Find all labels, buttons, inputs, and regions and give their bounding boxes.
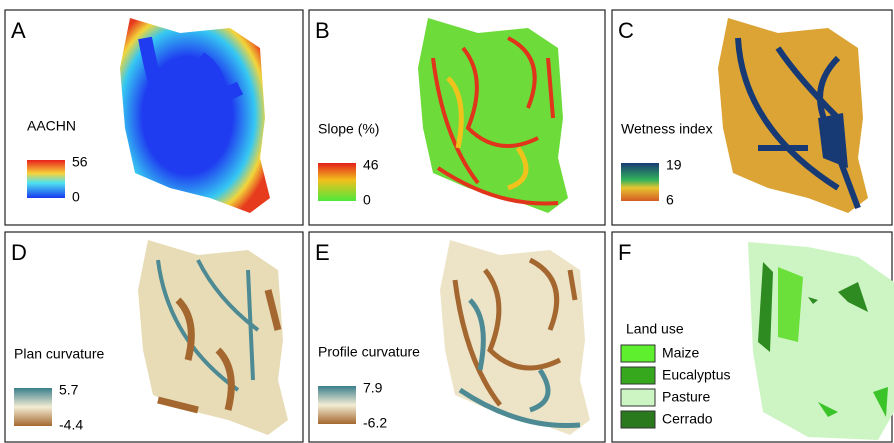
legend-item: Cerrado (662, 411, 713, 427)
land-use-legend: Maize Eucalyptus Pasture Cerrado (621, 345, 730, 428)
map-b (418, 18, 568, 213)
legend-min: -4.4 (59, 417, 83, 433)
legend-swatch (621, 367, 655, 384)
panel-letter: C (618, 18, 634, 43)
panel-letter: B (315, 18, 330, 43)
map-c (718, 18, 868, 213)
figure: Maize Eucalyptus Pasture Cerrado A AACHN 56 0 B… (0, 0, 894, 443)
legend-ramp (318, 386, 356, 424)
legend-ramp (27, 160, 65, 198)
legend-swatch (621, 411, 655, 428)
legend-min: 6 (666, 192, 674, 208)
panel-letter: E (315, 240, 330, 265)
legend-min: -6.2 (363, 415, 387, 431)
legend-item: Pasture (662, 389, 710, 405)
legend-title: Plan curvature (14, 346, 104, 362)
legend-max: 46 (363, 157, 379, 173)
legend-swatch (621, 389, 655, 406)
legend-title: AACHN (27, 118, 76, 134)
legend-min: 0 (72, 189, 80, 205)
legend-item: Eucalyptus (662, 367, 730, 383)
legend-ramp (621, 163, 659, 201)
legend-max: 19 (666, 157, 682, 173)
legend-swatch (621, 345, 655, 362)
legend-ramp (318, 163, 356, 201)
legend-max: 5.7 (59, 382, 79, 398)
panel-letter: F (618, 240, 631, 265)
map-e (440, 240, 590, 435)
map-a (120, 18, 270, 213)
legend-min: 0 (363, 192, 371, 208)
panel-letter: D (11, 240, 27, 265)
legend-max: 7.9 (363, 380, 383, 396)
legend-title: Profile curvature (318, 344, 420, 360)
legend-title: Wetness index (621, 121, 713, 137)
legend-title: Slope (%) (318, 121, 379, 137)
legend-max: 56 (72, 154, 88, 170)
map-d (138, 240, 288, 435)
panel-letter: A (11, 18, 26, 43)
legend-ramp (14, 388, 52, 426)
legend-item: Maize (662, 345, 700, 361)
legend-title: Land use (626, 321, 684, 337)
map-f (748, 242, 894, 440)
